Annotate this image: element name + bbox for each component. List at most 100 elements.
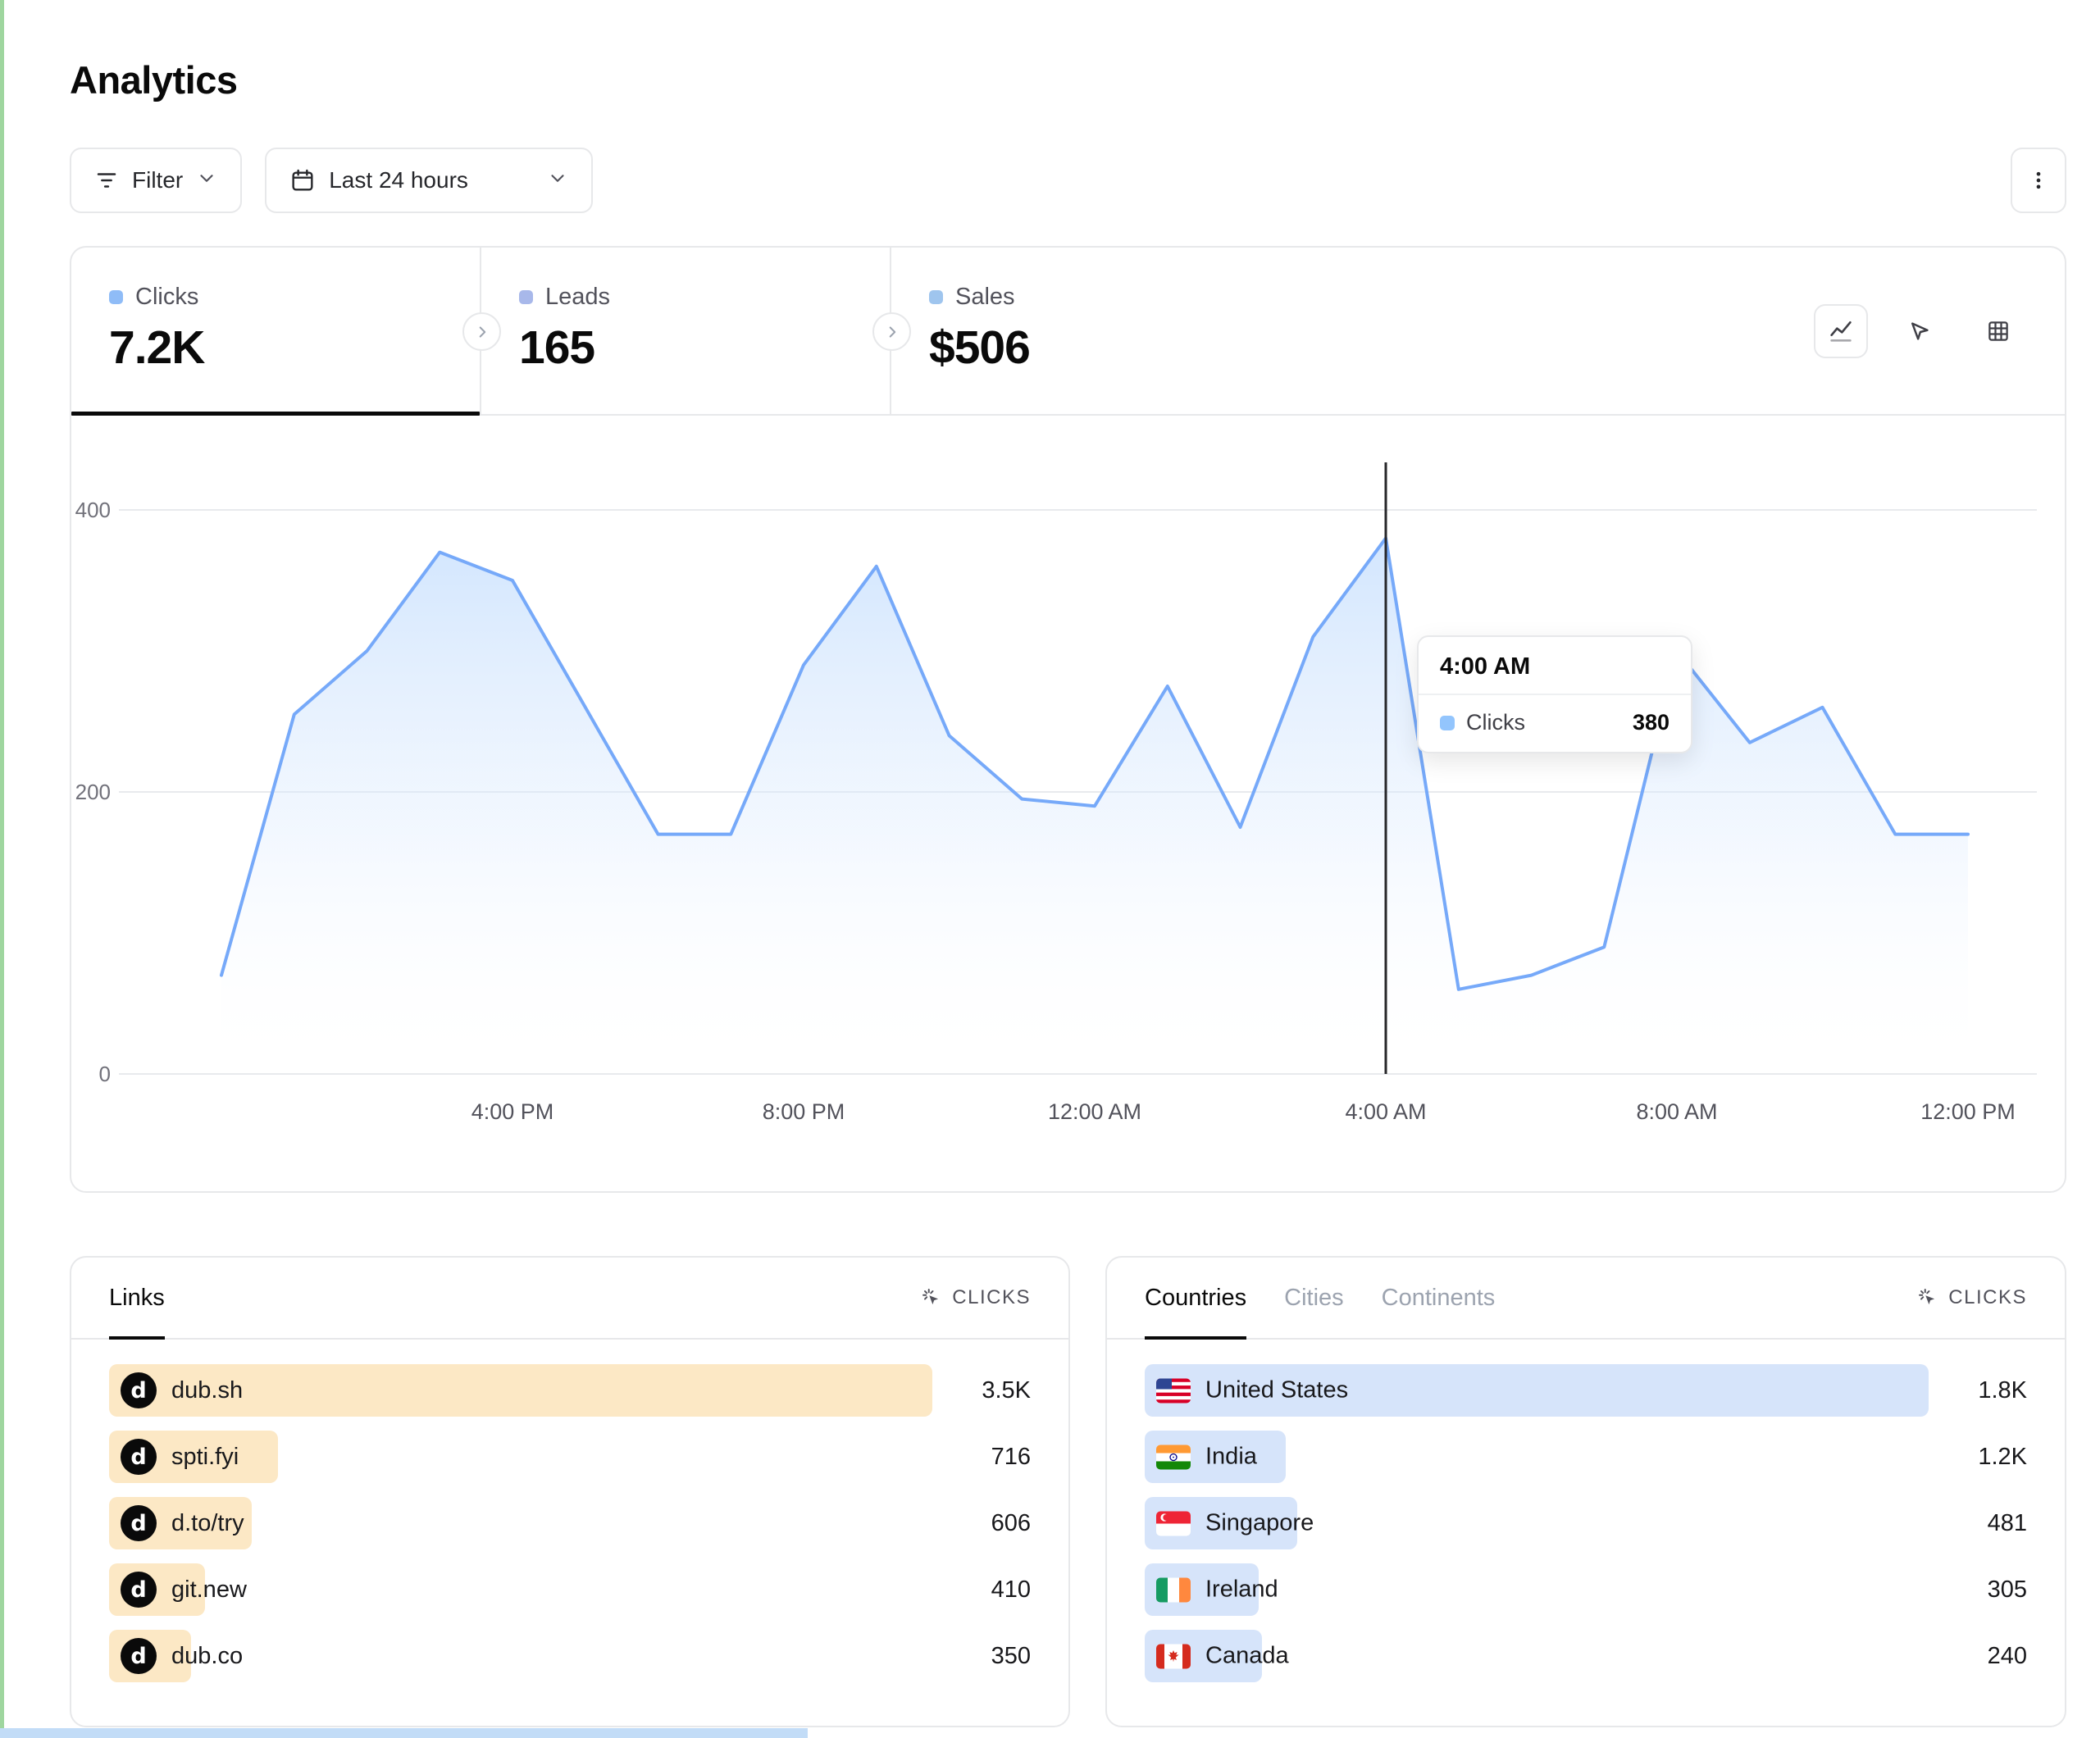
- stat-value-clicks: 7.2K: [109, 321, 205, 374]
- more-options-button[interactable]: [2011, 148, 2066, 213]
- value-bar: [109, 1364, 932, 1417]
- bar-zone: d dub.sh: [109, 1364, 932, 1417]
- line-chart-icon: [1830, 321, 1852, 342]
- page-left-accent: [0, 0, 4, 1738]
- expand-clicks-button[interactable]: [462, 312, 501, 351]
- row-label: Canada: [1205, 1642, 1289, 1669]
- tooltip-value: 380: [1632, 710, 1670, 735]
- countries-panel-header: Countries Cities Continents CLICKS: [1107, 1258, 2065, 1340]
- tooltip-legend-swatch: [1440, 715, 1455, 730]
- svg-text:0: 0: [99, 1062, 111, 1086]
- bar-zone: d spti.fyi: [109, 1431, 932, 1483]
- expand-leads-button[interactable]: [872, 312, 911, 351]
- svg-text:4:00 PM: 4:00 PM: [471, 1099, 554, 1124]
- row-clicks-value: 606: [991, 1509, 1031, 1536]
- stat-tab-sales[interactable]: Sales $506: [891, 248, 1301, 414]
- table-view-button[interactable]: [1971, 303, 2025, 358]
- countries-metric-label: CLICKS: [1948, 1286, 2027, 1308]
- cursor-click-icon: [1919, 1289, 1935, 1305]
- row-label: India: [1205, 1443, 1257, 1470]
- stats-row: Clicks 7.2K Leads 165 Sales $506: [71, 248, 2065, 416]
- link-row[interactable]: d git.new 410: [109, 1563, 1031, 1616]
- link-row[interactable]: d d.to/try 606: [109, 1497, 1031, 1549]
- tooltip-series-label: Clicks: [1466, 710, 1525, 735]
- svg-text:8:00 PM: 8:00 PM: [763, 1099, 845, 1124]
- row-label: spti.fyi: [171, 1443, 239, 1470]
- filter-icon: [97, 173, 116, 188]
- cursor-icon: [1911, 321, 1929, 340]
- row-label: d.to/try: [171, 1509, 244, 1536]
- svg-text:200: 200: [75, 780, 111, 804]
- stat-tab-clicks[interactable]: Clicks 7.2K: [71, 248, 481, 416]
- country-row[interactable]: Singapore 481: [1145, 1497, 2027, 1549]
- flag-icon-us: [1156, 1378, 1191, 1403]
- country-row[interactable]: India 1.2K: [1145, 1431, 2027, 1483]
- bar-zone: d dub.co: [109, 1630, 932, 1682]
- row-clicks-value: 1.8K: [1978, 1376, 2027, 1404]
- link-row[interactable]: d dub.sh 3.5K: [109, 1364, 1031, 1417]
- countries-panel: Countries Cities Continents CLICKS Unite…: [1105, 1256, 2066, 1727]
- links-panel-header: Links CLICKS: [71, 1258, 1068, 1340]
- tab-links-label: Links: [109, 1284, 165, 1311]
- legend-swatch-sales: [929, 290, 943, 304]
- country-row[interactable]: United States 1.8K: [1145, 1364, 2027, 1417]
- tab-continents-label: Continents: [1381, 1284, 1496, 1311]
- row-clicks-value: 716: [991, 1443, 1031, 1470]
- flag-icon-sg: [1156, 1511, 1191, 1536]
- bar-zone: Singapore: [1145, 1497, 1929, 1549]
- tab-cities-label: Cities: [1284, 1284, 1344, 1311]
- links-panel: Links CLICKS d dub.sh 3.5K d spti.fyi 716 d d.t…: [70, 1256, 1070, 1727]
- calendar-icon: [292, 169, 313, 191]
- filter-button[interactable]: Filter: [70, 148, 243, 213]
- links-metric-selector[interactable]: CLICKS: [921, 1286, 1031, 1309]
- bar-zone: Canada: [1145, 1630, 1929, 1682]
- row-label: Singapore: [1205, 1509, 1314, 1536]
- analytics-chart-card: Clicks 7.2K Leads 165 Sales $506: [70, 246, 2066, 1193]
- date-range-label: Last 24 hours: [329, 167, 468, 193]
- links-metric-label: CLICKS: [952, 1286, 1031, 1308]
- tab-countries[interactable]: Countries: [1145, 1258, 1247, 1340]
- dub-logo-icon: d: [121, 1572, 157, 1608]
- chart-tooltip: 4:00 AM Clicks 380: [1417, 635, 1692, 753]
- grid-icon: [1988, 321, 2008, 341]
- date-range-button[interactable]: Last 24 hours: [265, 148, 594, 213]
- flag-icon-ie: [1156, 1577, 1191, 1602]
- link-row[interactable]: d dub.co 350: [109, 1630, 1031, 1682]
- row-label: Ireland: [1205, 1576, 1278, 1603]
- clicks-chart-area[interactable]: 0 200 400 4:00 PM 8:00 PM 12:00 AM 4:00 AM 8:00…: [71, 416, 2065, 1193]
- row-label: United States: [1205, 1376, 1349, 1404]
- stat-label: Clicks: [135, 284, 199, 310]
- country-row[interactable]: Canada 240: [1145, 1630, 2027, 1682]
- dub-logo-icon: d: [121, 1439, 157, 1475]
- tab-links[interactable]: Links: [109, 1258, 165, 1340]
- row-label: dub.co: [171, 1642, 244, 1669]
- flag-icon-ca: [1156, 1644, 1191, 1668]
- bar-zone: India: [1145, 1431, 1929, 1483]
- row-clicks-value: 305: [1987, 1576, 2027, 1603]
- line-chart-view-button[interactable]: [1814, 303, 1868, 358]
- stat-value-leads: 165: [519, 321, 595, 374]
- bar-zone: d git.new: [109, 1563, 932, 1616]
- tab-cities[interactable]: Cities: [1284, 1258, 1344, 1338]
- chart-type-switcher: [1814, 303, 2025, 358]
- funnel-view-button[interactable]: [1893, 303, 1947, 358]
- tab-countries-label: Countries: [1145, 1284, 1247, 1311]
- svg-text:8:00 AM: 8:00 AM: [1636, 1099, 1717, 1124]
- flag-icon-in: [1156, 1445, 1191, 1469]
- svg-text:12:00 PM: 12:00 PM: [1920, 1099, 2016, 1124]
- link-row[interactable]: d spti.fyi 716: [109, 1431, 1031, 1483]
- cursor-click-icon: [922, 1289, 939, 1305]
- chevron-right-icon: [889, 325, 895, 338]
- stat-tab-leads[interactable]: Leads 165: [481, 248, 891, 414]
- filter-label: Filter: [132, 167, 184, 193]
- clicks-area-chart: 0 200 400 4:00 PM 8:00 PM 12:00 AM 4:00 AM 8:00…: [75, 462, 2037, 1124]
- countries-metric-selector[interactable]: CLICKS: [1917, 1286, 2027, 1309]
- tab-continents[interactable]: Continents: [1382, 1258, 1496, 1338]
- row-clicks-value: 410: [991, 1576, 1031, 1603]
- links-list: d dub.sh 3.5K d spti.fyi 716 d d.to/try 606 d git.…: [71, 1340, 1068, 1682]
- country-row[interactable]: Ireland 305: [1145, 1563, 2027, 1616]
- dub-logo-icon: d: [121, 1638, 157, 1674]
- page-title: Analytics: [70, 58, 238, 102]
- chevron-down-icon: [196, 167, 217, 194]
